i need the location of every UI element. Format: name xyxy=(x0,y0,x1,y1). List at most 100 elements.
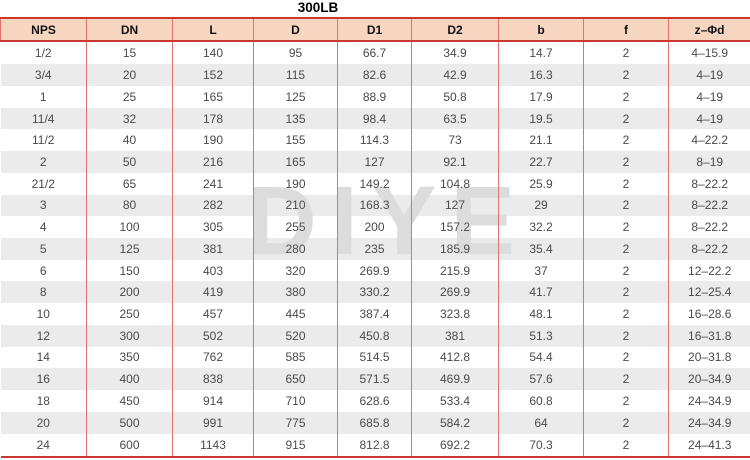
table-row: 4 100 305 255 200 157.2 32.2 2 8–22.2 xyxy=(0,216,750,239)
cell-z-d: 8–22.2 xyxy=(668,194,750,217)
cell-d2: 269.9 xyxy=(411,281,499,304)
cell-d2: 469.9 xyxy=(411,368,499,391)
cell-l: 403 xyxy=(172,259,254,282)
cell-b: 37 xyxy=(498,259,584,282)
cell-nps: 24 xyxy=(0,433,87,458)
cell-dn: 400 xyxy=(86,368,173,391)
cell-f: 2 xyxy=(583,346,669,369)
cell-l: 152 xyxy=(172,64,254,86)
cell-nps: 18 xyxy=(0,390,87,412)
cell-d: 445 xyxy=(253,303,338,325)
cell-d2: 215.9 xyxy=(411,259,499,282)
cell-d: 585 xyxy=(253,346,338,369)
cell-dn: 200 xyxy=(86,281,173,304)
cell-d: 255 xyxy=(253,216,338,239)
cell-l: 140 xyxy=(172,41,254,65)
cell-b: 19.5 xyxy=(498,107,584,130)
cell-d1: 168.3 xyxy=(337,194,412,217)
cell-d1: 114.3 xyxy=(337,129,412,152)
cell-nps: 4 xyxy=(0,216,87,239)
cell-z-d: 24–41.3 xyxy=(668,433,750,458)
cell-d1: 235 xyxy=(337,238,412,260)
cell-d1: 149.2 xyxy=(337,172,412,195)
cell-d: 650 xyxy=(253,368,338,391)
cell-d1: 387.4 xyxy=(337,303,412,325)
cell-d1: 330.2 xyxy=(337,281,412,304)
cell-l: 165 xyxy=(172,86,254,108)
cell-f: 2 xyxy=(583,303,669,325)
cell-dn: 125 xyxy=(86,238,173,260)
table-title: 300LB xyxy=(297,0,339,15)
table-row: 3 80 282 210 168.3 127 29 2 8–22.2 xyxy=(0,194,750,217)
cell-nps: 21/2 xyxy=(0,172,87,195)
cell-b: 29 xyxy=(498,194,584,217)
cell-z-d: 4–22.2 xyxy=(668,129,750,152)
cell-dn: 500 xyxy=(86,411,173,434)
cell-f: 2 xyxy=(583,324,669,347)
table-row: 6 150 403 320 269.9 215.9 37 2 12–22.2 xyxy=(0,259,750,282)
cell-b: 54.4 xyxy=(498,346,584,369)
cell-z-d: 12–25.4 xyxy=(668,281,750,304)
cell-b: 25.9 xyxy=(498,172,584,195)
cell-d2: 34.9 xyxy=(411,41,499,65)
cell-d2: 584.2 xyxy=(411,411,499,434)
cell-d: 775 xyxy=(253,411,338,434)
cell-b: 32.2 xyxy=(498,216,584,239)
cell-b: 22.7 xyxy=(498,151,584,173)
cell-z-d: 16–31.8 xyxy=(668,324,750,347)
cell-d1: 66.7 xyxy=(337,41,412,65)
cell-d1: 269.9 xyxy=(337,259,412,282)
cell-dn: 40 xyxy=(86,129,173,152)
cell-l: 216 xyxy=(172,151,254,173)
cell-z-d: 8–22.2 xyxy=(668,216,750,239)
cell-l: 305 xyxy=(172,216,254,239)
cell-dn: 300 xyxy=(86,324,173,347)
table-row: 16 400 838 650 571.5 469.9 57.6 2 20–34.9 xyxy=(0,368,750,391)
column-header-nps: NPS xyxy=(0,17,87,42)
header-row: NPS DN L D D1 D2 b f z–Φd xyxy=(0,17,750,42)
cell-l: 991 xyxy=(172,411,254,434)
cell-d2: 323.8 xyxy=(411,303,499,325)
cell-l: 838 xyxy=(172,368,254,391)
cell-d: 520 xyxy=(253,324,338,347)
cell-d: 320 xyxy=(253,259,338,282)
cell-dn: 600 xyxy=(86,433,173,458)
cell-d1: 628.6 xyxy=(337,390,412,412)
cell-f: 2 xyxy=(583,172,669,195)
cell-f: 2 xyxy=(583,151,669,173)
column-header-d: D xyxy=(253,17,338,42)
cell-dn: 100 xyxy=(86,216,173,239)
cell-b: 64 xyxy=(498,411,584,434)
column-header-z-d: z–Φd xyxy=(668,17,750,42)
table-row: 2 50 216 165 127 92.1 22.7 2 8–19 xyxy=(0,151,750,173)
cell-d2: 63.5 xyxy=(411,107,499,130)
cell-f: 2 xyxy=(583,86,669,108)
cell-dn: 25 xyxy=(86,86,173,108)
cell-nps: 5 xyxy=(0,238,87,260)
cell-f: 2 xyxy=(583,368,669,391)
cell-f: 2 xyxy=(583,216,669,239)
cell-b: 41.7 xyxy=(498,281,584,304)
cell-f: 2 xyxy=(583,129,669,152)
cell-l: 502 xyxy=(172,324,254,347)
column-header-l: L xyxy=(172,17,254,42)
cell-dn: 20 xyxy=(86,64,173,86)
cell-f: 2 xyxy=(583,64,669,86)
cell-d: 135 xyxy=(253,107,338,130)
cell-b: 60.8 xyxy=(498,390,584,412)
cell-l: 178 xyxy=(172,107,254,130)
cell-d1: 127 xyxy=(337,151,412,173)
column-header-b: b xyxy=(498,17,584,42)
cell-l: 914 xyxy=(172,390,254,412)
cell-b: 70.3 xyxy=(498,433,584,458)
cell-d1: 88.9 xyxy=(337,86,412,108)
cell-f: 2 xyxy=(583,107,669,130)
cell-nps: 14 xyxy=(0,346,87,369)
cell-b: 51.3 xyxy=(498,324,584,347)
flange-dimensions-table: NPS DN L D D1 D2 b f z–Φd 1/2 15 140 95 66.7 34.9 14.7… xyxy=(0,17,750,458)
cell-d2: 50.8 xyxy=(411,86,499,108)
cell-d: 190 xyxy=(253,172,338,195)
cell-d: 710 xyxy=(253,390,338,412)
cell-b: 17.9 xyxy=(498,86,584,108)
cell-d1: 98.4 xyxy=(337,107,412,130)
